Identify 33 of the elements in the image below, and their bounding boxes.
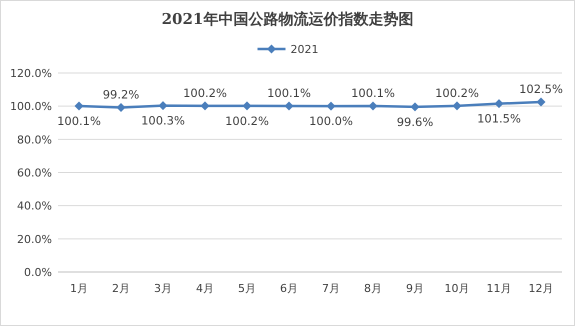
chart-title: 2021年中国公路物流运价指数走势图 [162, 10, 414, 28]
x-tick-label: 6月 [280, 282, 298, 295]
legend-label: 2021 [290, 43, 318, 56]
data-label: 100.1% [57, 114, 101, 128]
x-tick-label: 4月 [196, 282, 214, 295]
x-tick-label: 8月 [364, 282, 382, 295]
x-tick-label: 9月 [406, 282, 424, 295]
y-tick-label: 40.0% [17, 200, 52, 213]
x-tick-label: 10月 [444, 282, 470, 295]
y-tick-label: 0.0% [24, 266, 52, 279]
y-tick-label: 100.0% [10, 100, 52, 114]
data-label: 100.1% [267, 86, 311, 100]
x-tick-label: 12月 [528, 282, 554, 295]
x-tick-label: 3月 [154, 282, 172, 295]
y-tick-label: 80.0% [17, 133, 52, 146]
y-tick-label: 120.0% [10, 67, 52, 80]
data-label: 99.2% [102, 87, 140, 102]
y-tick-label: 20.0% [17, 232, 52, 246]
x-tick-label: 11月 [486, 282, 512, 295]
x-tick-label: 7月 [322, 282, 340, 295]
data-label: 102.5% [519, 82, 563, 96]
data-label: 100.1% [351, 86, 395, 100]
data-label: 101.5% [477, 112, 521, 126]
x-tick-label: 1月 [70, 282, 88, 295]
x-tick-label: 5月 [238, 282, 256, 295]
data-label: 100.2% [183, 86, 227, 100]
y-tick-label: 60.0% [17, 166, 52, 180]
x-tick-label: 2月 [112, 282, 130, 295]
data-label: 100.2% [225, 114, 269, 128]
data-label: 100.2% [435, 86, 479, 100]
data-label: 100.3% [141, 114, 185, 128]
data-label: 99.6% [396, 114, 434, 129]
data-label: 100.0% [309, 114, 353, 128]
